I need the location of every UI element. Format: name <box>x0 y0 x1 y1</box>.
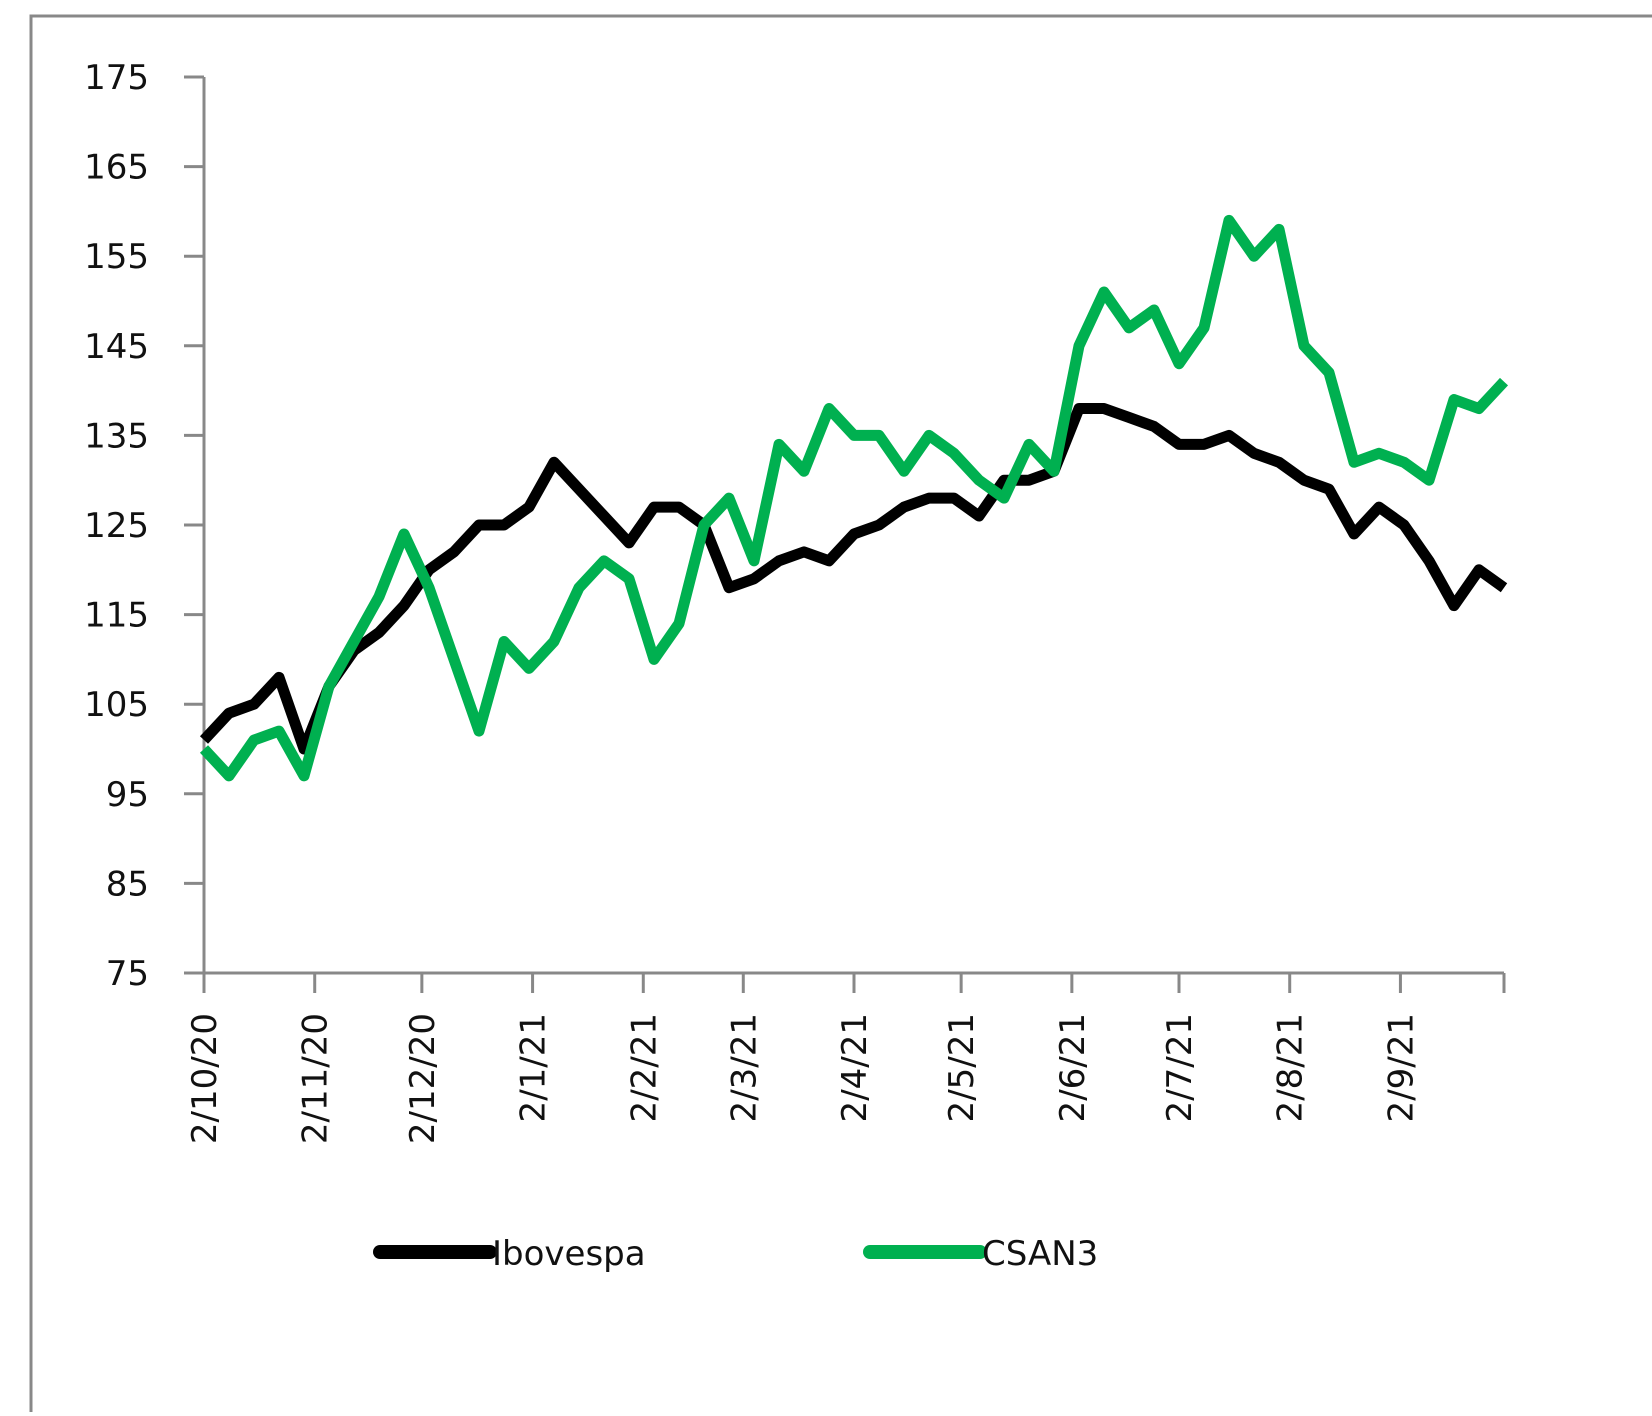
x-tick-label: 2/5/21 <box>942 1013 982 1122</box>
legend-label: Ibovespa <box>492 1234 646 1274</box>
x-tick-label: 2/10/20 <box>185 1013 225 1144</box>
y-tick-label: 105 <box>84 685 149 725</box>
y-tick-label: 95 <box>106 775 149 815</box>
y-tick-label: 115 <box>84 596 149 636</box>
y-tick-label: 75 <box>106 954 149 994</box>
x-tick-label: 2/12/20 <box>403 1013 443 1144</box>
x-tick-label: 2/8/21 <box>1271 1013 1311 1122</box>
series-line <box>199 214 1509 782</box>
x-tick-label: 2/11/20 <box>296 1013 336 1144</box>
y-tick-label: 175 <box>84 58 149 98</box>
y-tick-label: 125 <box>84 506 149 546</box>
chart-frame <box>29 14 1652 1416</box>
y-tick-label: 165 <box>84 148 149 188</box>
x-tick-label: 2/2/21 <box>624 1013 664 1122</box>
y-tick-label: 85 <box>106 864 149 904</box>
x-tick-label: 2/1/21 <box>514 1013 554 1122</box>
x-tick-label: 2/4/21 <box>835 1013 875 1122</box>
legend-label: CSAN3 <box>982 1234 1098 1274</box>
x-tick-label: 2/7/21 <box>1160 1013 1200 1122</box>
x-tick-label: 2/6/21 <box>1053 1013 1093 1122</box>
x-tick-label: 2/9/21 <box>1381 1013 1421 1122</box>
x-tick-label: 2/3/21 <box>724 1013 764 1122</box>
y-tick-label: 155 <box>84 237 149 277</box>
y-tick-label: 145 <box>84 327 149 367</box>
y-tick-label: 135 <box>84 416 149 456</box>
